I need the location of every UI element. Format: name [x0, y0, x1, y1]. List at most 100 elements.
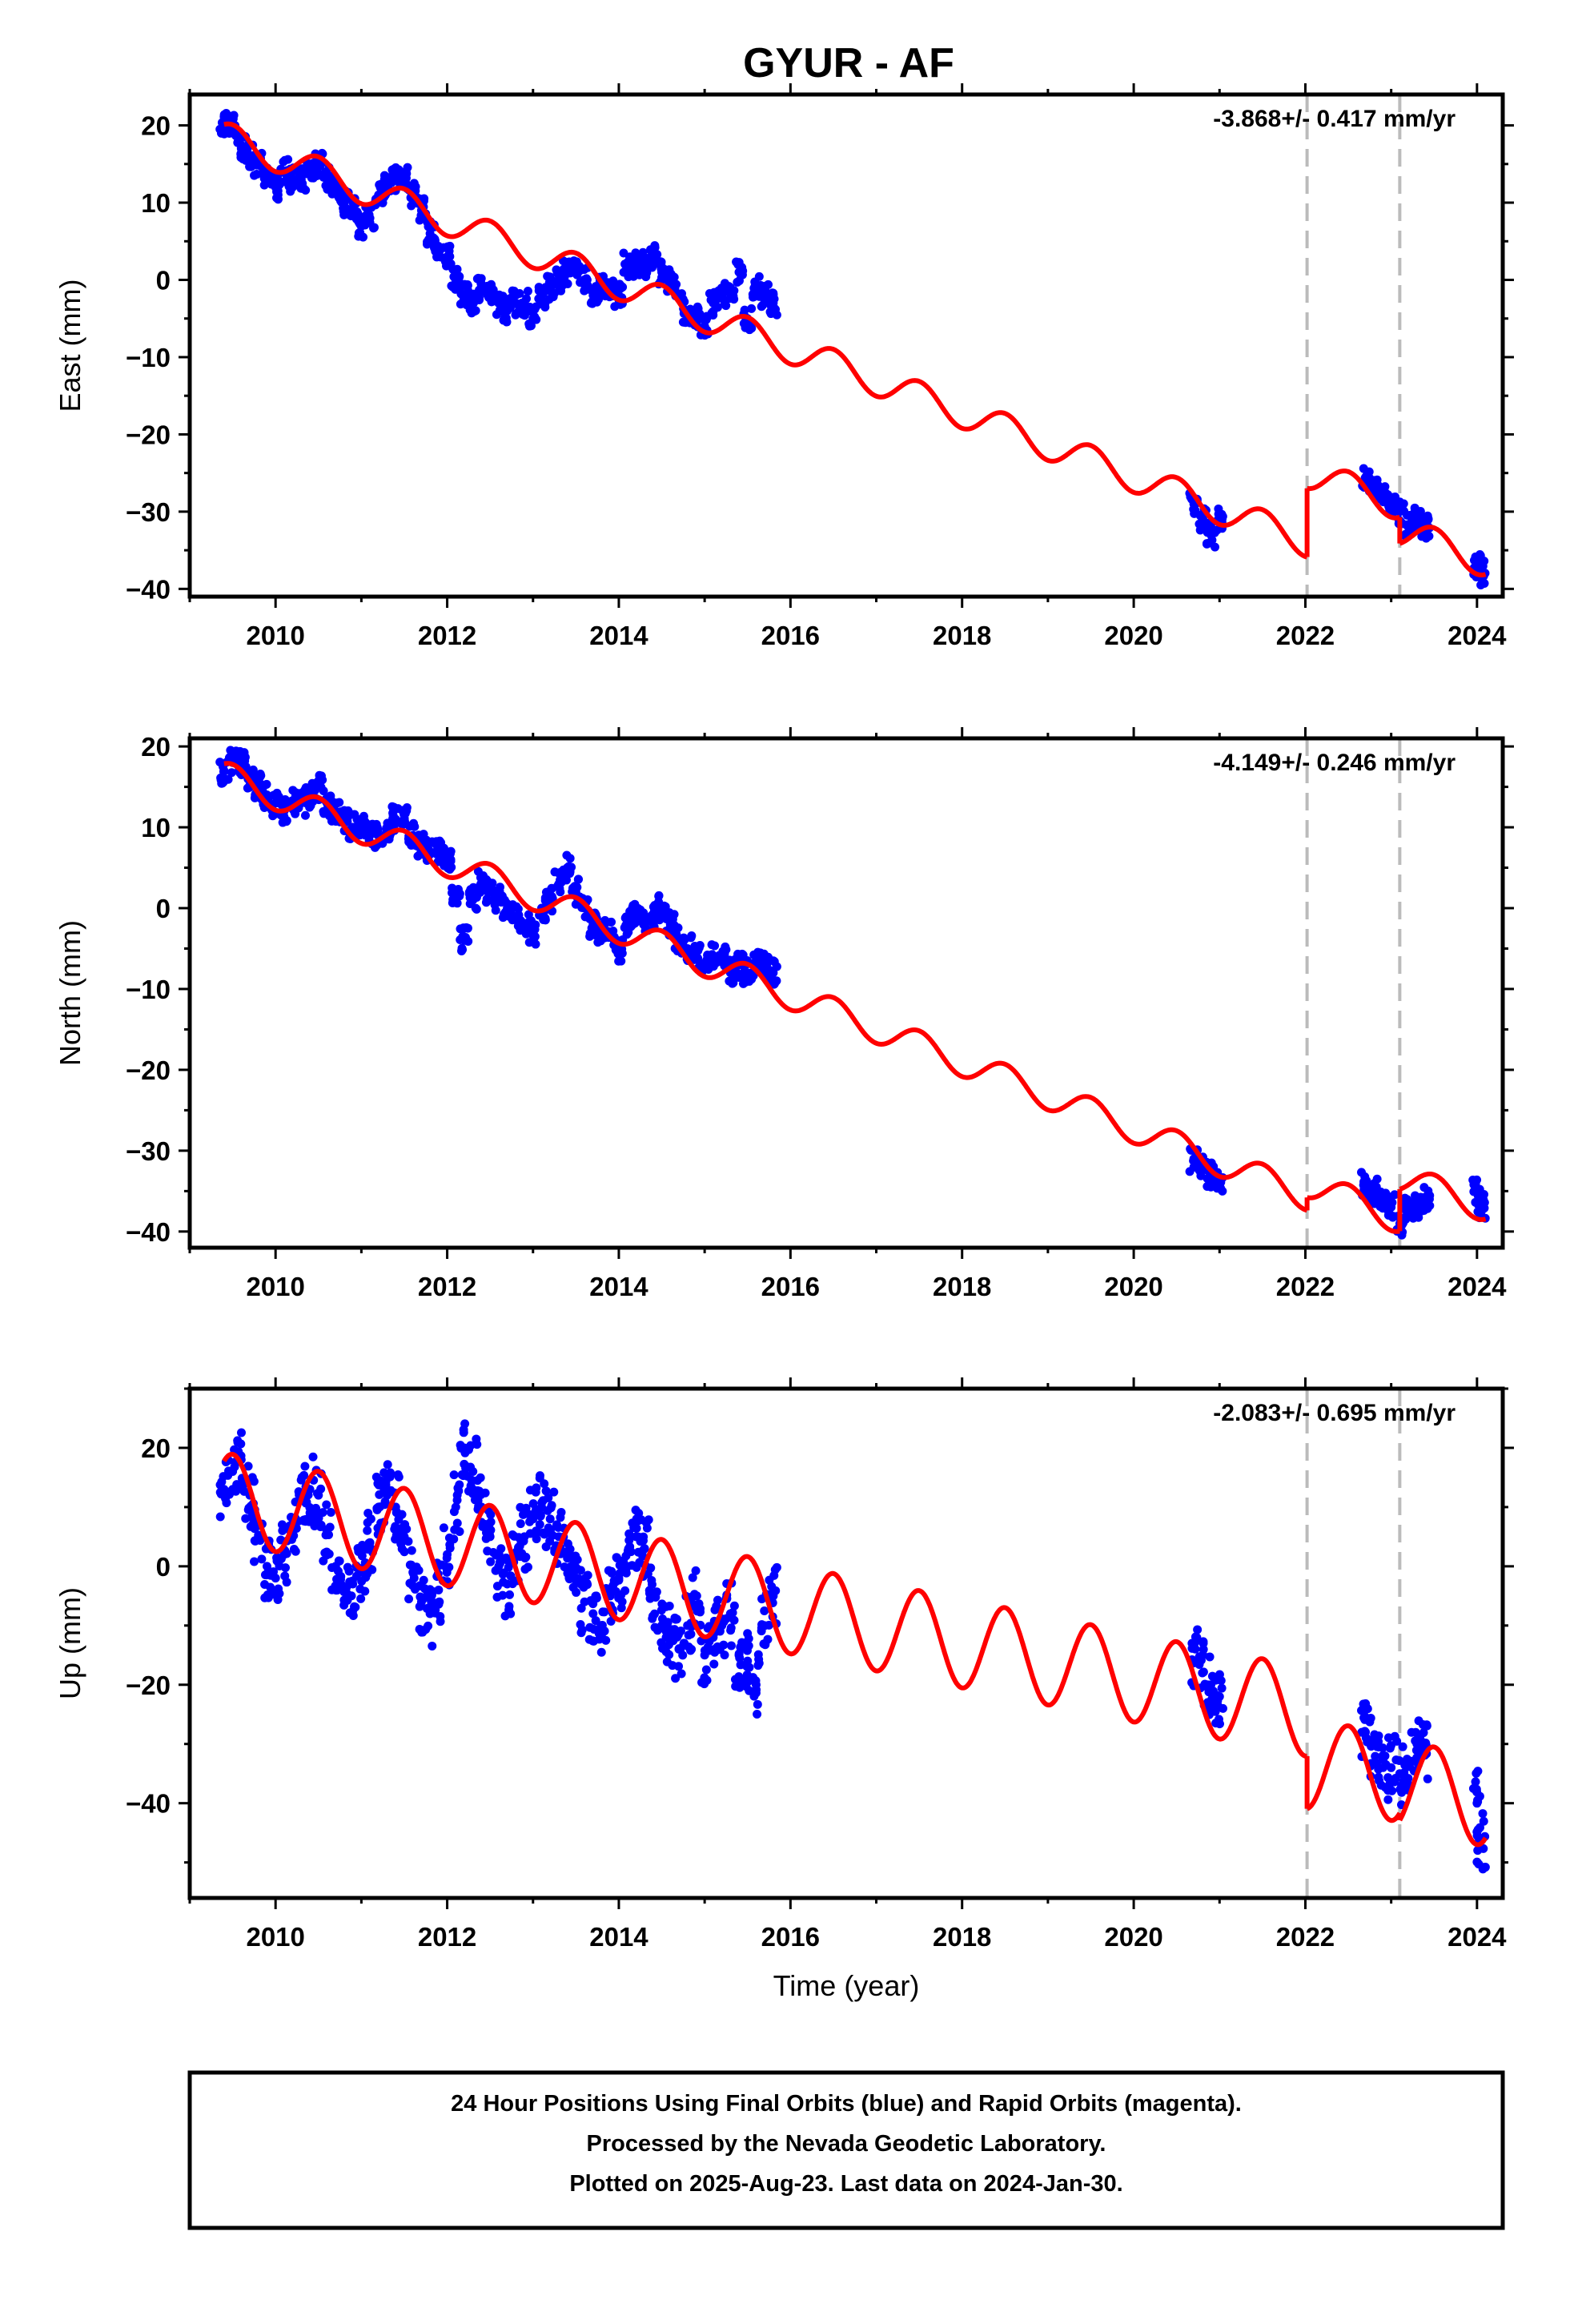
north-point	[769, 978, 778, 987]
north-point	[219, 767, 228, 777]
north-point	[484, 887, 493, 897]
up-point	[428, 1641, 437, 1651]
east-x-tick-label: 2018	[933, 621, 991, 650]
up-point	[721, 1614, 731, 1623]
north-model-curve-1	[223, 761, 1308, 1213]
figure-title: GYUR - AF	[743, 40, 954, 86]
north-point	[524, 920, 534, 930]
up-point	[674, 1662, 684, 1671]
up-point	[1191, 1632, 1200, 1642]
up-x-tick-label: 2022	[1276, 1922, 1335, 1952]
north-point	[708, 960, 717, 970]
up-point	[1473, 1795, 1483, 1805]
north-point	[496, 883, 505, 892]
up-point	[357, 1576, 367, 1586]
up-point	[576, 1578, 585, 1588]
east-y-tick-label: 10	[141, 188, 171, 218]
east-point	[1203, 518, 1212, 528]
east-x-tick-label: 2022	[1276, 621, 1335, 650]
up-point	[1384, 1783, 1394, 1793]
north-point	[1374, 1192, 1383, 1201]
up-point	[595, 1634, 604, 1644]
north-point	[565, 866, 575, 876]
east-point	[739, 319, 749, 328]
up-point	[525, 1529, 535, 1538]
up-point	[312, 1489, 322, 1498]
up-point	[661, 1633, 671, 1642]
east-model-curve-2	[1307, 468, 1401, 521]
up-point	[730, 1675, 740, 1684]
north-point	[448, 883, 457, 893]
up-point	[584, 1634, 594, 1644]
up-point	[383, 1460, 392, 1470]
north-point	[689, 951, 699, 960]
east-point	[620, 259, 630, 269]
up-point	[300, 1462, 310, 1471]
north-point	[400, 809, 410, 818]
east-point	[396, 171, 406, 180]
east-point	[379, 180, 389, 190]
up-point	[491, 1566, 500, 1575]
up-point	[275, 1554, 285, 1564]
up-point	[408, 1581, 417, 1590]
up-point	[705, 1646, 715, 1655]
up-point	[407, 1546, 416, 1555]
up-point	[652, 1626, 662, 1635]
east-point	[1414, 509, 1423, 518]
up-point	[459, 1471, 468, 1481]
up-point	[274, 1584, 283, 1594]
north-point	[682, 944, 692, 954]
east-point	[512, 290, 521, 300]
up-point	[521, 1503, 531, 1513]
up-point	[1391, 1774, 1400, 1783]
up-point	[363, 1545, 372, 1554]
up-point	[449, 1470, 459, 1480]
east-point	[593, 294, 603, 304]
north-point	[482, 880, 492, 890]
up-point	[222, 1498, 231, 1508]
north-point	[455, 889, 464, 899]
north-point	[215, 758, 225, 767]
north-point	[543, 894, 552, 903]
north-point	[333, 798, 343, 807]
up-point	[434, 1585, 444, 1594]
east-point	[644, 255, 654, 264]
east-point	[619, 267, 628, 277]
up-point	[517, 1549, 527, 1558]
east-point	[1402, 510, 1411, 520]
north-point	[732, 967, 741, 977]
up-point	[409, 1574, 419, 1583]
up-point	[532, 1534, 541, 1544]
up-point	[491, 1550, 500, 1560]
up-x-tick-label: 2014	[589, 1922, 648, 1952]
up-point	[476, 1473, 485, 1482]
up-point	[705, 1637, 714, 1647]
up-point	[713, 1595, 722, 1605]
up-point	[1472, 1768, 1481, 1778]
east-point	[1424, 531, 1434, 541]
east-point	[259, 174, 269, 183]
up-point	[415, 1602, 424, 1611]
north-point	[1365, 1181, 1375, 1191]
north-y-tick-label: −10	[126, 975, 171, 1004]
up-point	[1471, 1777, 1480, 1787]
east-point	[448, 264, 458, 274]
east-point	[1214, 509, 1223, 519]
up-point	[641, 1518, 651, 1527]
north-x-tick-label: 2014	[589, 1272, 648, 1301]
north-y-tick-label: 0	[156, 894, 171, 923]
north-y-tick-label: 20	[141, 732, 171, 762]
east-point	[232, 131, 242, 141]
panel-east: 2010 2012 2014 2016 2018 2020 2022 2024−40−30−2…	[54, 83, 1514, 650]
up-point	[459, 1425, 468, 1434]
east-point	[273, 173, 283, 183]
up-point	[303, 1514, 312, 1524]
up-point	[586, 1596, 596, 1606]
east-y-axis-label: East (mm)	[54, 279, 86, 412]
up-point	[1478, 1809, 1488, 1819]
east-model-curve-3	[1399, 525, 1487, 577]
north-point	[680, 935, 689, 944]
north-point	[614, 956, 624, 966]
north-x-tick-label: 2010	[246, 1272, 304, 1301]
up-point	[1204, 1687, 1214, 1697]
